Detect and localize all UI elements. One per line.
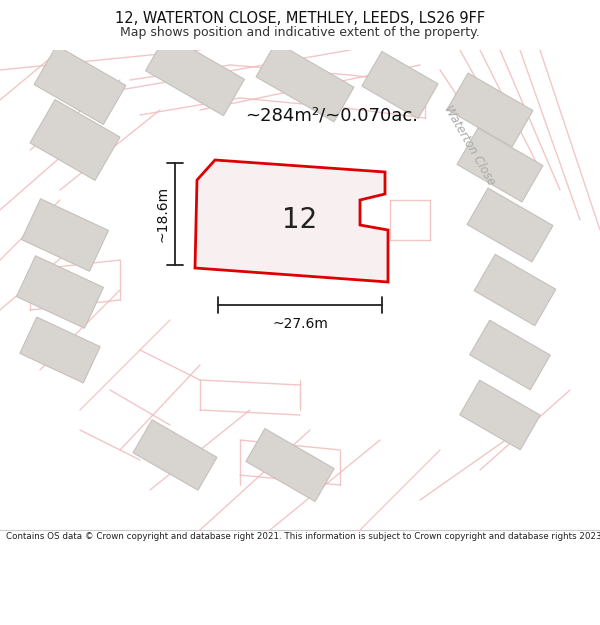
Text: Contains OS data © Crown copyright and database right 2021. This information is : Contains OS data © Crown copyright and d… <box>6 532 600 541</box>
Text: ~18.6m: ~18.6m <box>156 186 170 242</box>
Polygon shape <box>20 317 100 383</box>
Polygon shape <box>133 420 217 490</box>
Polygon shape <box>195 160 388 282</box>
Polygon shape <box>17 256 103 328</box>
Polygon shape <box>474 254 556 326</box>
Polygon shape <box>470 320 550 390</box>
Text: ~27.6m: ~27.6m <box>272 317 328 331</box>
Polygon shape <box>256 42 354 122</box>
Polygon shape <box>22 199 109 271</box>
Polygon shape <box>447 73 533 147</box>
Text: 12, WATERTON CLOSE, METHLEY, LEEDS, LS26 9FF: 12, WATERTON CLOSE, METHLEY, LEEDS, LS26… <box>115 11 485 26</box>
Polygon shape <box>246 429 334 501</box>
Polygon shape <box>362 51 438 119</box>
Text: 12: 12 <box>283 206 317 234</box>
Text: ~284m²/~0.070ac.: ~284m²/~0.070ac. <box>245 106 418 124</box>
Polygon shape <box>457 128 543 202</box>
Text: Waterton Close: Waterton Close <box>442 102 498 188</box>
Text: Map shows position and indicative extent of the property.: Map shows position and indicative extent… <box>120 26 480 39</box>
Polygon shape <box>460 380 541 450</box>
Polygon shape <box>30 99 120 181</box>
Polygon shape <box>34 46 126 124</box>
Polygon shape <box>146 34 244 116</box>
Polygon shape <box>467 188 553 262</box>
